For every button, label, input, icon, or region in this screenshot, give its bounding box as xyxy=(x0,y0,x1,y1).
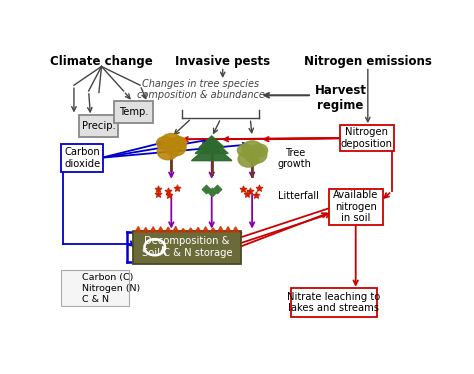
Circle shape xyxy=(171,137,187,149)
FancyBboxPatch shape xyxy=(80,116,118,137)
Polygon shape xyxy=(191,143,232,161)
Text: Nitrogen (N): Nitrogen (N) xyxy=(82,284,141,293)
Circle shape xyxy=(238,151,259,167)
Polygon shape xyxy=(233,227,238,232)
Point xyxy=(255,185,263,191)
Text: Available
nitrogen
in soil: Available nitrogen in soil xyxy=(333,190,379,224)
Circle shape xyxy=(161,134,182,150)
Text: Invasive pests: Invasive pests xyxy=(175,55,270,68)
Polygon shape xyxy=(203,227,209,232)
Point xyxy=(202,187,210,193)
FancyBboxPatch shape xyxy=(291,288,377,317)
Point xyxy=(213,187,221,193)
Polygon shape xyxy=(165,227,171,232)
Point xyxy=(164,188,172,194)
Circle shape xyxy=(237,144,254,157)
Text: Tree
growth: Tree growth xyxy=(278,148,312,169)
Circle shape xyxy=(245,146,267,163)
Text: Nitrogen
deposition: Nitrogen deposition xyxy=(341,128,393,149)
Polygon shape xyxy=(143,227,149,232)
Polygon shape xyxy=(158,227,164,232)
Text: Temp.: Temp. xyxy=(119,107,148,117)
Text: Carbon (C): Carbon (C) xyxy=(82,273,134,282)
Text: C & N: C & N xyxy=(82,295,109,304)
Circle shape xyxy=(251,144,267,157)
Polygon shape xyxy=(173,226,179,232)
Polygon shape xyxy=(195,227,201,232)
FancyBboxPatch shape xyxy=(133,231,241,264)
Text: Changes in tree species
composition & abundance: Changes in tree species composition & ab… xyxy=(137,79,264,100)
FancyBboxPatch shape xyxy=(329,189,383,225)
Text: Nitrogen emissions: Nitrogen emissions xyxy=(304,55,432,68)
Point xyxy=(173,185,181,191)
Polygon shape xyxy=(135,227,141,232)
Text: Carbon
dioxide: Carbon dioxide xyxy=(64,147,100,169)
Point xyxy=(155,191,162,197)
Polygon shape xyxy=(180,229,186,232)
Circle shape xyxy=(156,137,173,149)
Point xyxy=(246,188,254,194)
Text: Decomposition &
Soil C & N storage: Decomposition & Soil C & N storage xyxy=(142,236,232,258)
Text: Harvest
regime: Harvest regime xyxy=(315,84,366,112)
Circle shape xyxy=(164,139,186,156)
FancyBboxPatch shape xyxy=(114,101,153,123)
Polygon shape xyxy=(218,226,224,232)
Point xyxy=(208,189,216,195)
Polygon shape xyxy=(150,227,156,232)
Polygon shape xyxy=(195,139,228,153)
Polygon shape xyxy=(188,228,193,232)
Point xyxy=(239,186,246,192)
Text: Nitrate leaching to
lakes and streams: Nitrate leaching to lakes and streams xyxy=(287,292,381,313)
FancyBboxPatch shape xyxy=(340,125,393,151)
Point xyxy=(155,186,162,192)
Text: Precip.: Precip. xyxy=(82,121,116,131)
FancyBboxPatch shape xyxy=(61,144,103,172)
Polygon shape xyxy=(210,228,216,232)
Point xyxy=(165,191,173,197)
Text: Climate change: Climate change xyxy=(50,55,153,68)
Circle shape xyxy=(157,144,178,160)
Point xyxy=(252,191,260,197)
Text: Litterfall: Litterfall xyxy=(278,191,319,201)
Polygon shape xyxy=(225,227,231,232)
Circle shape xyxy=(242,141,263,157)
Polygon shape xyxy=(199,136,225,148)
FancyBboxPatch shape xyxy=(61,270,129,306)
Point xyxy=(243,191,250,197)
